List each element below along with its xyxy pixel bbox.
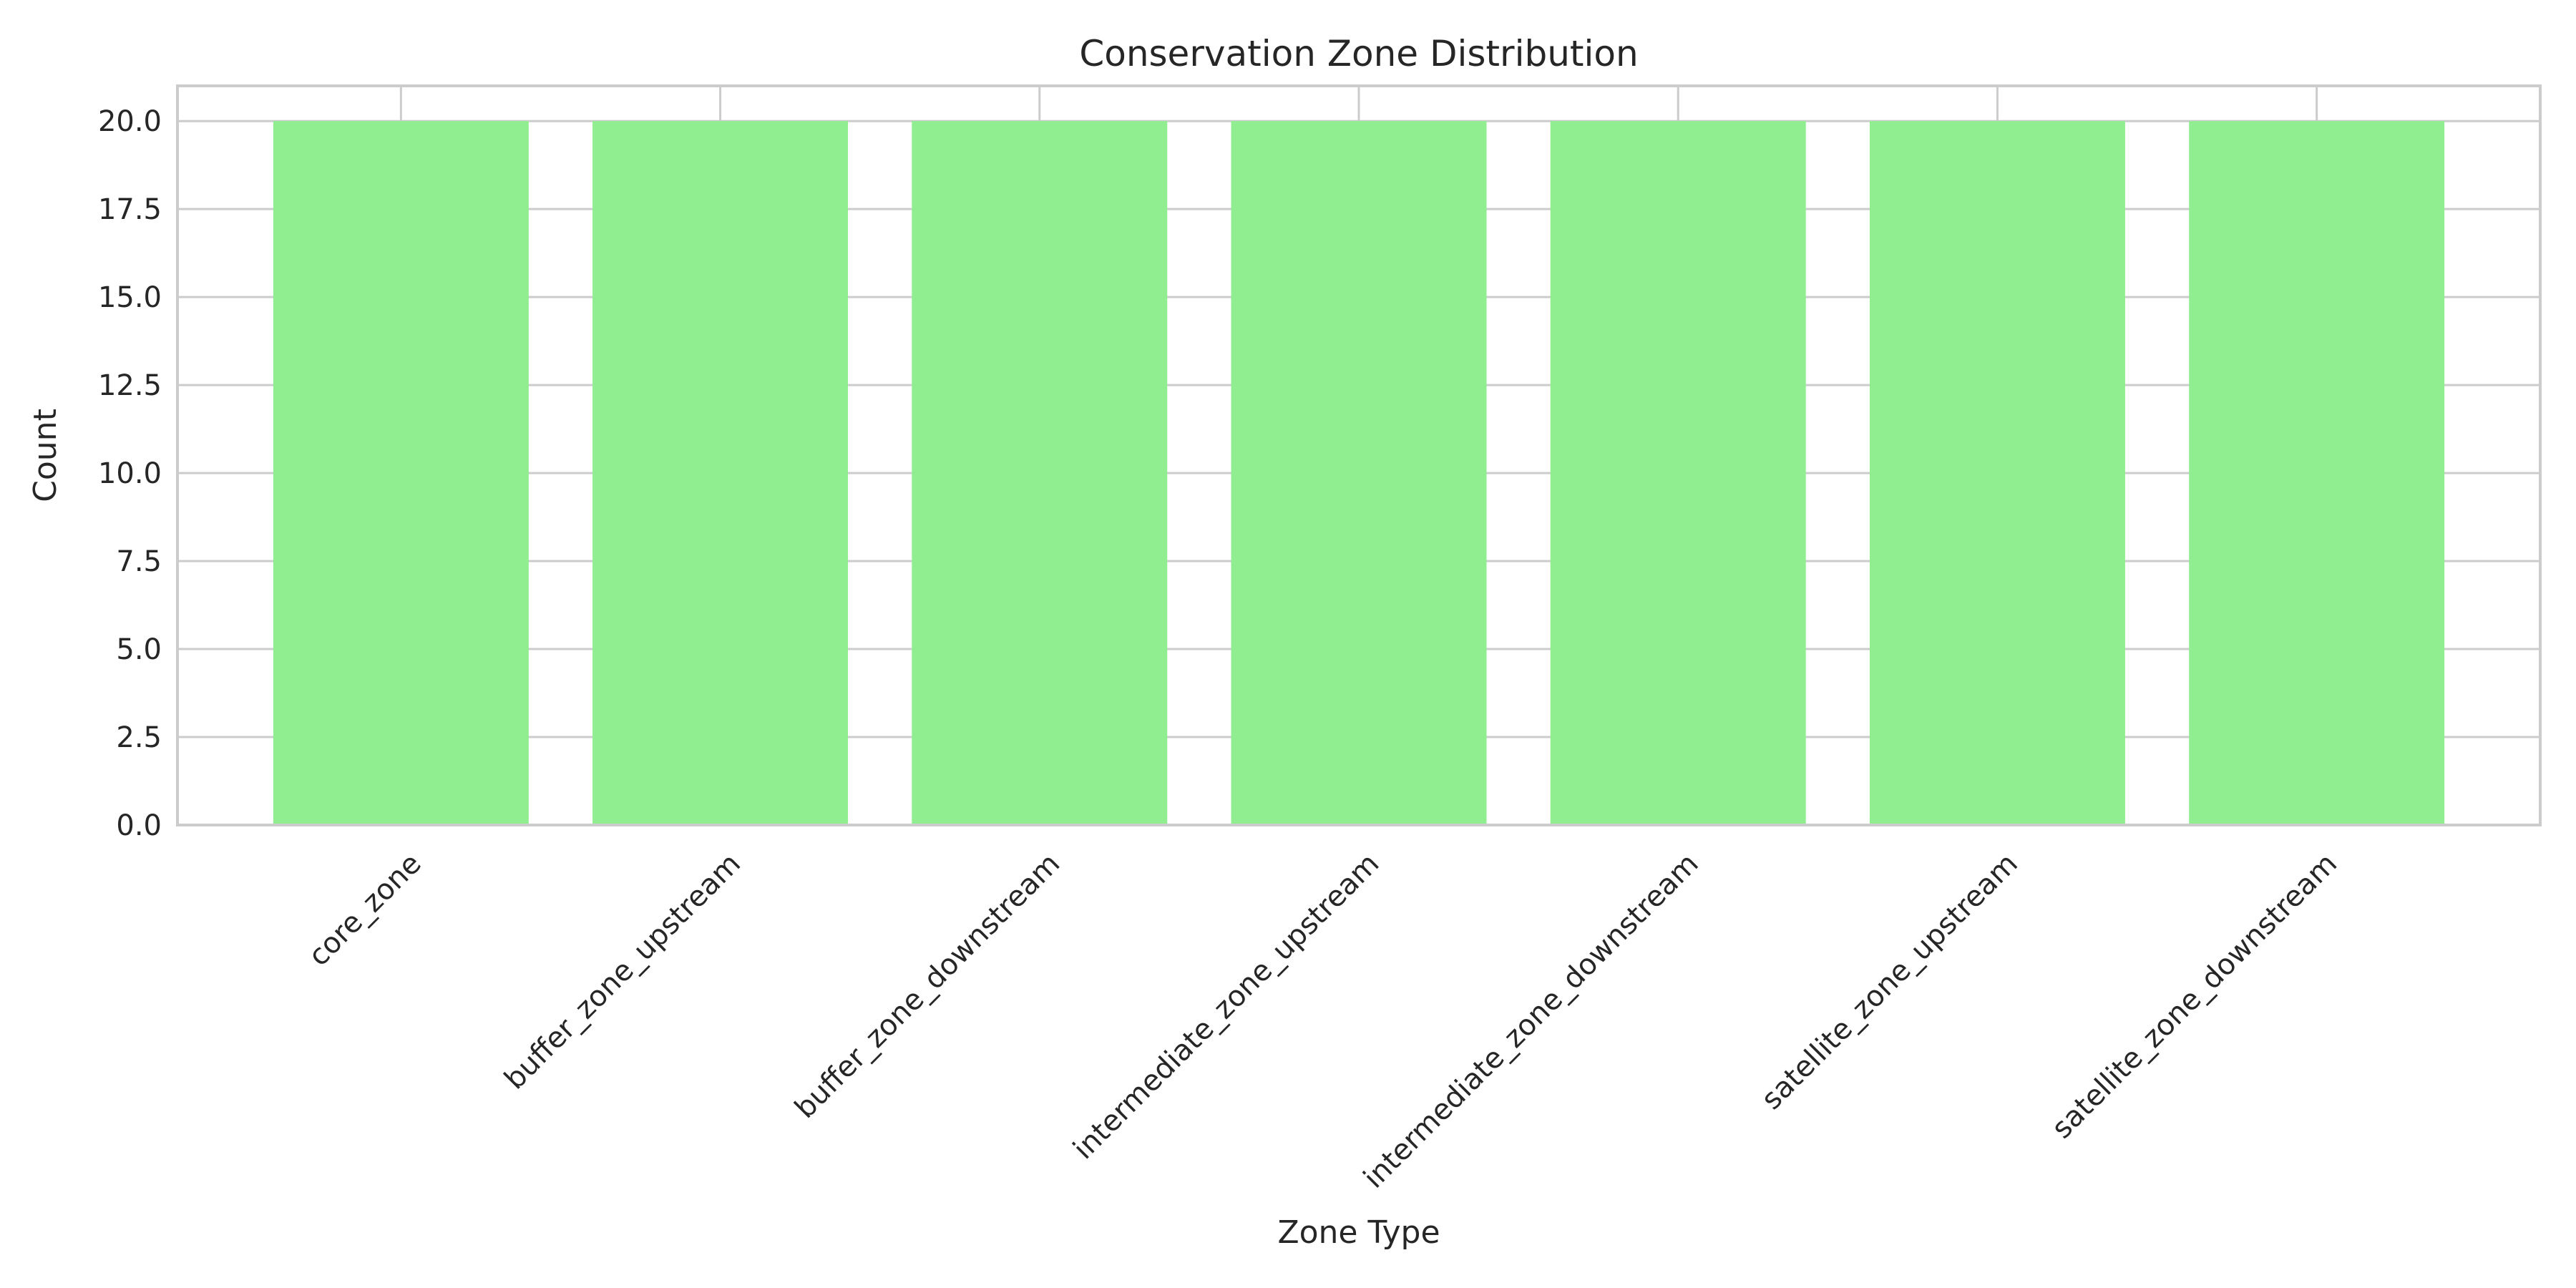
bar-buffer_zone_upstream: [592, 121, 849, 825]
x-axis-ticks: core_zone buffer_zone_upstream buffer_zone…: [302, 847, 2343, 1195]
bar-buffer_zone_downstream: [912, 121, 1168, 825]
bar-intermediate_zone_upstream: [1231, 121, 1487, 825]
y-tick-label: 10.0: [98, 457, 162, 490]
y-tick-label: 7.5: [116, 545, 162, 578]
x-tick-label: satellite_zone_upstream: [1755, 847, 2024, 1116]
y-tick-label: 2.5: [116, 721, 162, 754]
bar-satellite_zone_upstream: [1869, 121, 2125, 825]
x-axis-label: Zone Type: [1277, 1214, 1440, 1251]
y-tick-label: 17.5: [98, 193, 162, 226]
x-tick-label: buffer_zone_upstream: [498, 847, 747, 1096]
bars: [273, 121, 2445, 825]
y-tick-label: 15.0: [98, 281, 162, 314]
bar-satellite_zone_downstream: [2189, 121, 2445, 825]
x-tick-label: intermediate_zone_upstream: [1067, 847, 1385, 1166]
y-axis-ticks: 0.0 2.5 5.0 7.5 10.0 12.5 15.0 17.5 20.0: [98, 105, 162, 842]
x-tick-label: satellite_zone_downstream: [2046, 847, 2343, 1145]
y-axis-label: Count: [27, 409, 64, 502]
bar-intermediate_zone_downstream: [1550, 121, 1806, 825]
y-tick-label: 5.0: [116, 633, 162, 666]
y-tick-label: 12.5: [98, 369, 162, 402]
x-tick-label: intermediate_zone_downstream: [1357, 847, 1705, 1195]
plot-frame: [176, 84, 2542, 826]
y-tick-label: 0.0: [116, 809, 162, 842]
y-tick-label: 20.0: [98, 105, 162, 138]
x-tick-label: buffer_zone_downstream: [789, 847, 1066, 1125]
x-tick-label: core_zone: [302, 847, 427, 972]
chart-title: Conservation Zone Distribution: [1079, 33, 1638, 74]
bar-core_zone: [273, 121, 529, 825]
